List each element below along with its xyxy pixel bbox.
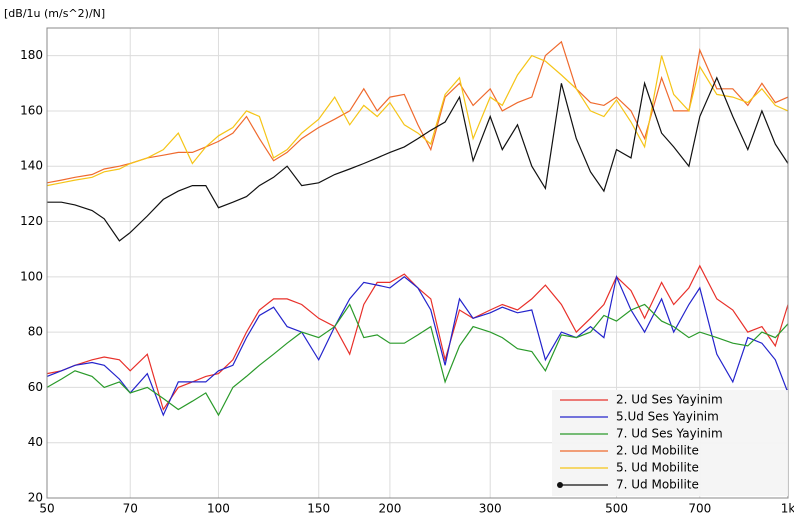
y-tick-label: 20	[28, 491, 43, 505]
y-tick-label: 40	[28, 435, 43, 449]
x-tick-label: 150	[307, 502, 330, 516]
legend-label: 5. Ud Mobilite	[616, 461, 699, 475]
plot-frame	[46, 27, 789, 499]
x-tick-label: 700	[688, 502, 711, 516]
legend-label: 2. Ud Ses Yayinim	[616, 393, 723, 407]
x-tick-label: 100	[207, 502, 230, 516]
y-tick-label: 100	[20, 269, 43, 283]
series-line	[46, 40, 789, 184]
series-line	[46, 54, 789, 187]
y-tick-label: 180	[20, 48, 43, 62]
plot-lines	[46, 40, 789, 417]
legend: 2. Ud Ses Yayinim 5.Ud Ses Yayinim 7. Ud S…	[552, 390, 788, 496]
x-tick-label: 200	[378, 502, 401, 516]
legend-marker	[557, 482, 563, 488]
x-tick-label: 500	[605, 502, 628, 516]
series-line	[47, 76, 789, 242]
x-tick-label: 70	[123, 502, 138, 516]
y-tick-label: 160	[20, 103, 43, 117]
axes: 20 40 60 80 100 120 140 160 180 50 70 100 150 200 300 5…	[20, 48, 794, 515]
series-line	[46, 274, 789, 417]
y-tick-label: 120	[20, 214, 43, 228]
y-tick-label: 60	[28, 380, 43, 394]
x-tick-label: 300	[479, 502, 502, 516]
y-tick-label: 80	[28, 325, 43, 339]
y-axis-label: [dB/1u (m/s^2)/N]	[4, 7, 105, 20]
y-tick-label: 140	[20, 159, 43, 173]
series-line	[46, 303, 789, 417]
legend-label: 7. Ud Mobilite	[616, 478, 699, 492]
legend-box	[552, 390, 788, 496]
x-tick-label: 1k	[781, 502, 794, 516]
legend-label: 2. Ud Mobilite	[616, 444, 699, 458]
x-tick-label: 50	[39, 502, 54, 516]
legend-label: 5.Ud Ses Yayinim	[616, 410, 719, 424]
legend-label: 7. Ud Ses Yayinim	[616, 427, 723, 441]
